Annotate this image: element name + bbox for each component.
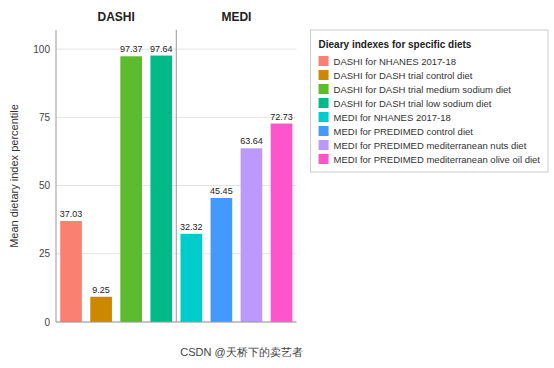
- tick-label: 100: [33, 44, 50, 55]
- bars: [60, 56, 172, 322]
- legend-swatch: [319, 70, 329, 80]
- tick-label: 75: [39, 112, 51, 123]
- y-axis-line: [176, 30, 177, 322]
- legend-label: DASHI for DASH trial medium sodium diet: [334, 84, 512, 95]
- bar: [60, 221, 82, 322]
- annotation: CSDN @天桥下的卖艺者: [180, 346, 302, 358]
- legend-swatch: [319, 126, 329, 136]
- bar: [120, 56, 142, 322]
- data-label: 72.73: [270, 112, 293, 122]
- legend-title: Dieary indexes for specific diets: [319, 39, 472, 50]
- grid-line: [176, 49, 296, 50]
- legend-label: DASHI for DASH trial control diet: [334, 70, 473, 81]
- legend-swatch: [319, 154, 329, 164]
- legend-label: MEDI for PREDIMED mediterranean olive oi…: [334, 154, 541, 165]
- legend: Dieary indexes for specific diets DASHI f…: [311, 30, 548, 172]
- legend-frame: [311, 30, 548, 172]
- data-label: 9.25: [92, 285, 110, 295]
- legend-label: MEDI for PREDIMED control diet: [334, 126, 474, 137]
- data-label: 63.64: [240, 136, 263, 146]
- grid-line: [176, 322, 296, 323]
- tick-label: 0: [44, 317, 50, 328]
- data-label: 32.32: [180, 222, 203, 232]
- tick-label: 50: [39, 180, 51, 191]
- data-label: 97.37: [120, 44, 143, 54]
- y-axis-label: Mean dietary index percentile: [8, 104, 20, 248]
- panel-title: DASHI: [97, 10, 134, 24]
- panel: 0 25 50 75 100 37.03 9.25 97.37 97.64 DASHI Mean d…: [8, 10, 176, 328]
- legend-label: DASHI for NHANES 2017-18: [334, 56, 457, 67]
- panel: 32.32 45.45 63.64 72.73 MEDI CSDN @天桥下的卖艺者: [176, 10, 302, 358]
- bar: [90, 297, 112, 322]
- x-axis-line: [176, 322, 296, 323]
- data-label: 37.03: [60, 209, 83, 219]
- bar: [211, 198, 233, 322]
- x-axis-line: [56, 322, 176, 323]
- grid-line: [56, 322, 176, 323]
- legend-swatch: [319, 84, 329, 94]
- bar: [150, 56, 172, 322]
- legend-label: MEDI for NHANES 2017-18: [334, 112, 451, 123]
- legend-swatch: [319, 98, 329, 108]
- legend-label: DASHI for DASH trial low sodium diet: [334, 98, 492, 109]
- panel-title: MEDI: [221, 10, 251, 24]
- tick-label: 25: [39, 248, 51, 259]
- bar: [180, 234, 202, 322]
- legend-swatch: [319, 112, 329, 122]
- bar: [241, 148, 263, 322]
- bars: [180, 124, 292, 322]
- legend-swatch: [319, 140, 329, 150]
- y-axis-line: [56, 30, 57, 322]
- data-label: 97.64: [150, 44, 173, 54]
- legend-swatch: [319, 56, 329, 66]
- bar: [271, 124, 293, 322]
- data-label: 45.45: [210, 186, 233, 196]
- legend-label: MEDI for PREDIMED mediterranean nuts die…: [334, 140, 527, 151]
